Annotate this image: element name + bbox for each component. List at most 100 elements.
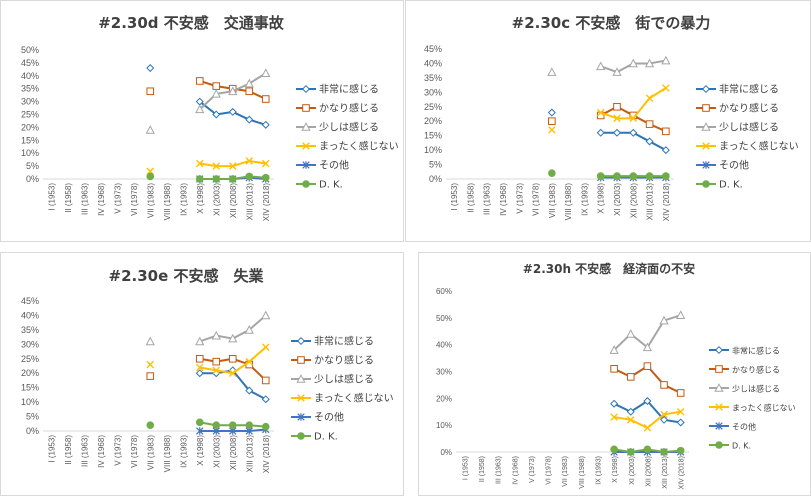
x-tick-label: IX (1993) (580, 183, 589, 216)
x-tick-label: XIV (2018) (262, 435, 271, 474)
legend-marker (702, 142, 710, 150)
legend-label: 非常に感じる (319, 83, 379, 96)
x-tick-label: XIV (2018) (262, 183, 271, 222)
data-point (228, 175, 237, 183)
data-point (261, 159, 270, 168)
series-line-segment (199, 366, 217, 372)
x-tick-label: XIV (2018) (662, 183, 671, 222)
chart-title: #2.30h 不安感 経済面の不安 (523, 261, 695, 276)
y-tick-label: 45% (21, 296, 39, 306)
x-tick-label: IV (1968) (499, 183, 508, 216)
x-tick-label: XI (2003) (613, 183, 622, 216)
legend-label: 少しは感じる (314, 373, 374, 386)
data-point (244, 78, 254, 88)
data-point (195, 77, 204, 85)
data-point (195, 354, 204, 363)
data-point (261, 95, 270, 103)
x-tick-label: VIII (1988) (163, 183, 172, 221)
data-point (645, 120, 654, 128)
chart-panel-street-violence: #2.30c 不安感 街での暴力 0% 5% 10% 15% 20% 25% 30% 35% 40… (405, 0, 811, 242)
legend-label: 少しは感じる (719, 121, 779, 134)
y-tick-label: 15% (21, 135, 39, 145)
legend-marker (301, 122, 311, 131)
x-tick-label: I (1953) (462, 456, 469, 480)
y-tick-label: 45% (424, 44, 442, 54)
series-line-segment (249, 428, 266, 432)
data-point (245, 87, 254, 96)
y-tick-label: 10% (21, 148, 39, 158)
data-point (245, 157, 254, 165)
data-point (659, 315, 669, 325)
x-tick-label: III (1963) (483, 183, 492, 215)
data-point (261, 343, 270, 352)
y-tick-label: 35% (21, 325, 39, 335)
legend-marker (297, 432, 305, 440)
data-point (146, 64, 155, 73)
y-tick-label: 0% (26, 174, 39, 184)
x-tick-label: VII (1983) (548, 183, 557, 218)
x-tick-label: VII (1983) (562, 456, 569, 487)
legend-label: D. K. (719, 180, 743, 191)
x-tick-label: VI (1978) (130, 183, 139, 216)
data-point (628, 58, 638, 68)
data-point (644, 58, 655, 68)
y-tick-label: 40% (424, 58, 442, 68)
data-point (212, 110, 221, 119)
legend-label: まったく感じない (719, 140, 799, 153)
data-point (195, 104, 205, 114)
series-line-segment (199, 100, 217, 116)
data-point (228, 333, 238, 343)
series-3 (609, 310, 686, 354)
data-point (245, 115, 254, 124)
y-tick-label: 30% (21, 97, 39, 107)
series-line-segment (613, 416, 631, 421)
legend-label: D. K. (314, 432, 338, 443)
series-6 (146, 418, 270, 431)
data-point (228, 354, 237, 363)
series-line-segment (649, 140, 667, 151)
y-tick-label: 50% (436, 314, 452, 323)
data-point (261, 68, 271, 78)
chart-panel-economic-anxiety: #2.30h 不安感 経済面の不安 0% 10% 20% 30% 40% 50% 60% I (… (418, 252, 811, 496)
x-tick-label: V (1973) (515, 183, 524, 214)
x-tick-label: II (1958) (64, 183, 73, 213)
x-tick-label: XIV (2018) (679, 456, 686, 489)
data-point (612, 128, 622, 137)
y-tick-label: 15% (21, 383, 39, 393)
x-tick-label: VII (1983) (146, 183, 155, 218)
series-line-segment (646, 319, 665, 348)
series-2 (610, 362, 685, 397)
x-tick-label: X (1998) (597, 183, 606, 214)
x-tick-label: XIII (2013) (646, 183, 655, 221)
x-tick-label: V (1973) (113, 435, 122, 466)
x-tick-label: III (1963) (496, 456, 503, 484)
data-point (645, 94, 654, 102)
x-tick-label: VIII (1988) (163, 435, 172, 473)
data-point (612, 67, 622, 76)
data-point (629, 128, 638, 137)
legend-label: 少しは感じる (732, 384, 780, 394)
data-point (244, 325, 254, 334)
data-point (548, 169, 556, 178)
x-tick-label: XIII (2013) (245, 183, 254, 221)
x-tick-label: X (1998) (196, 435, 205, 466)
series-6 (146, 172, 270, 183)
x-tick-label: IV (1968) (512, 456, 519, 485)
x-tick-label: IX (1993) (179, 435, 188, 468)
x-tick-label: II (1958) (466, 183, 475, 213)
chart-unemployment: #2.30e 不安感 失業 0% 5% 10% 15% 20% 25% 30% 35% 40% 45… (21, 267, 394, 474)
chart-title: #2.30e 不安感 失業 (109, 267, 265, 285)
y-tick-label: 50% (21, 45, 39, 55)
x-tick-label: VII (1983) (146, 435, 155, 470)
series-3 (145, 310, 271, 346)
chart-panel-traffic-accident: #2.30d 不安感 交通事故 0% 5% 10% 15% 20% 25% 30% 35% 40%… (0, 0, 404, 242)
legend-label: かなり感じる (314, 354, 374, 367)
data-point (660, 410, 668, 419)
data-point (261, 395, 270, 404)
data-point (245, 386, 254, 395)
y-tick-label: 40% (21, 71, 39, 81)
x-tick-label: I (1953) (47, 435, 56, 463)
data-point (596, 61, 606, 71)
series-1 (547, 108, 670, 155)
series-3 (547, 55, 671, 76)
